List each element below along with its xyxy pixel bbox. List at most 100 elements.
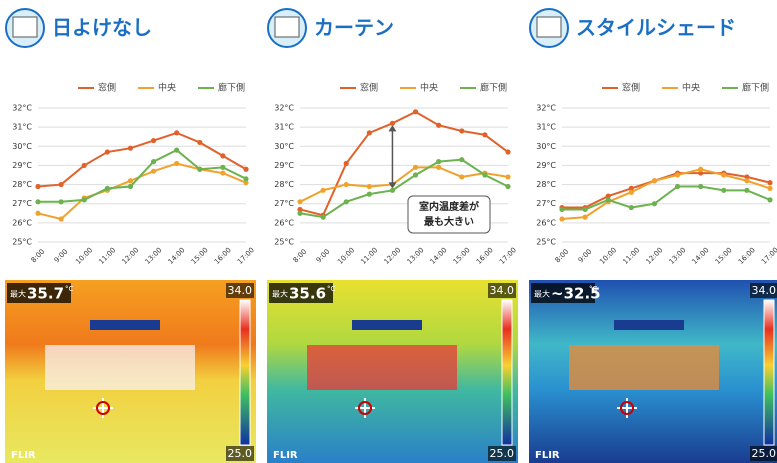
data-point	[482, 172, 488, 178]
x-tick-label: 11:00	[359, 246, 379, 266]
y-tick-label: 31°C	[274, 123, 294, 132]
x-tick-label: 13:00	[406, 246, 426, 266]
data-point	[35, 199, 41, 205]
series-line	[299, 110, 509, 217]
y-tick-label: 25°C	[12, 238, 32, 247]
icon-window	[536, 16, 562, 38]
x-tick-label: 17:00	[236, 246, 256, 266]
legend-label: 中央	[682, 82, 700, 94]
data-point	[459, 157, 465, 163]
max-box	[531, 283, 595, 303]
x-tick-label: 12:00	[120, 246, 140, 266]
series-line	[37, 131, 247, 188]
max-unit: °C	[327, 285, 336, 293]
data-point	[651, 201, 658, 207]
annotation-text: 最も大きい	[424, 215, 474, 228]
data-point	[412, 109, 419, 115]
y-tick-label: 28°C	[12, 180, 32, 189]
data-point	[81, 197, 87, 203]
data-point	[505, 149, 511, 155]
data-point	[559, 216, 565, 222]
data-point	[197, 166, 203, 172]
thermal-hot-zone	[569, 345, 719, 390]
max-unit: °C	[65, 285, 74, 293]
data-point	[150, 159, 157, 165]
max-box	[269, 283, 333, 303]
max-label: 最大	[272, 289, 288, 299]
thermal-light	[614, 320, 684, 330]
thermal-hot-zone	[45, 345, 195, 390]
x-tick-label: 8:00	[30, 248, 47, 265]
y-tick-label: 25°C	[274, 238, 294, 247]
scale-bottom-box	[750, 446, 777, 461]
scale-top-box	[488, 283, 516, 298]
legend-label: 中央	[420, 82, 438, 94]
data-point	[150, 137, 157, 144]
thermal-light	[352, 320, 422, 330]
data-point	[343, 181, 349, 188]
data-point	[220, 164, 226, 170]
y-tick-label: 30°C	[274, 142, 294, 151]
x-tick-label: 13:00	[144, 246, 164, 266]
x-tick-label: 8:00	[554, 248, 571, 265]
scale-top-box	[226, 283, 254, 298]
data-point	[81, 162, 87, 169]
crosshair-ring	[358, 401, 372, 415]
data-point	[127, 183, 134, 190]
data-point	[220, 170, 226, 176]
crosshair-ring	[620, 401, 634, 415]
data-point	[605, 197, 611, 203]
data-point	[459, 128, 465, 134]
data-point	[459, 174, 465, 180]
data-point	[505, 174, 511, 180]
x-tick-label: 9:00	[53, 248, 70, 265]
data-point	[582, 206, 588, 213]
x-tick-label: 9:00	[315, 248, 332, 265]
series-line	[562, 185, 771, 211]
y-tick-label: 28°C	[536, 180, 556, 189]
x-tick-label: 14:00	[691, 246, 711, 266]
data-point	[243, 166, 249, 172]
icon-window	[274, 16, 300, 38]
data-point	[366, 191, 372, 197]
x-tick-label: 13:00	[668, 246, 688, 266]
legend-label: 中央	[158, 82, 176, 94]
data-point	[366, 183, 372, 190]
data-point	[35, 210, 41, 216]
data-point	[412, 172, 419, 178]
x-tick-label: 15:00	[714, 246, 734, 266]
scale-bar	[763, 299, 775, 446]
scale-bottom-box	[226, 446, 254, 461]
scale-top: 34.0	[490, 284, 515, 297]
x-tick-label: 10:00	[336, 246, 356, 266]
x-tick-label: 14:00	[167, 246, 187, 266]
data-point	[482, 132, 488, 138]
y-tick-label: 26°C	[536, 218, 556, 227]
data-point	[559, 206, 565, 213]
max-value: 35.6	[289, 285, 326, 303]
data-point	[767, 185, 773, 191]
data-point	[297, 199, 303, 205]
y-tick-label: 32°C	[536, 104, 556, 113]
x-tick-label: 15:00	[190, 246, 210, 266]
data-point	[436, 164, 442, 170]
data-point	[674, 172, 681, 178]
data-point	[297, 210, 303, 216]
x-tick-label: 16:00	[475, 246, 495, 266]
scale-bottom: 25.0	[490, 447, 515, 460]
data-point	[297, 206, 303, 213]
data-point	[127, 145, 134, 151]
data-point	[767, 180, 773, 186]
x-tick-label: 16:00	[737, 246, 757, 266]
data-point	[628, 185, 634, 191]
thermal-light	[90, 320, 160, 330]
x-tick-label: 12:00	[644, 246, 664, 266]
y-tick-label: 30°C	[12, 142, 32, 151]
data-point	[58, 199, 64, 205]
x-tick-label: 11:00	[621, 246, 641, 266]
data-point	[58, 216, 64, 222]
scale-bottom: 25.0	[228, 447, 253, 460]
data-point	[744, 187, 750, 193]
y-tick-label: 29°C	[274, 161, 294, 170]
